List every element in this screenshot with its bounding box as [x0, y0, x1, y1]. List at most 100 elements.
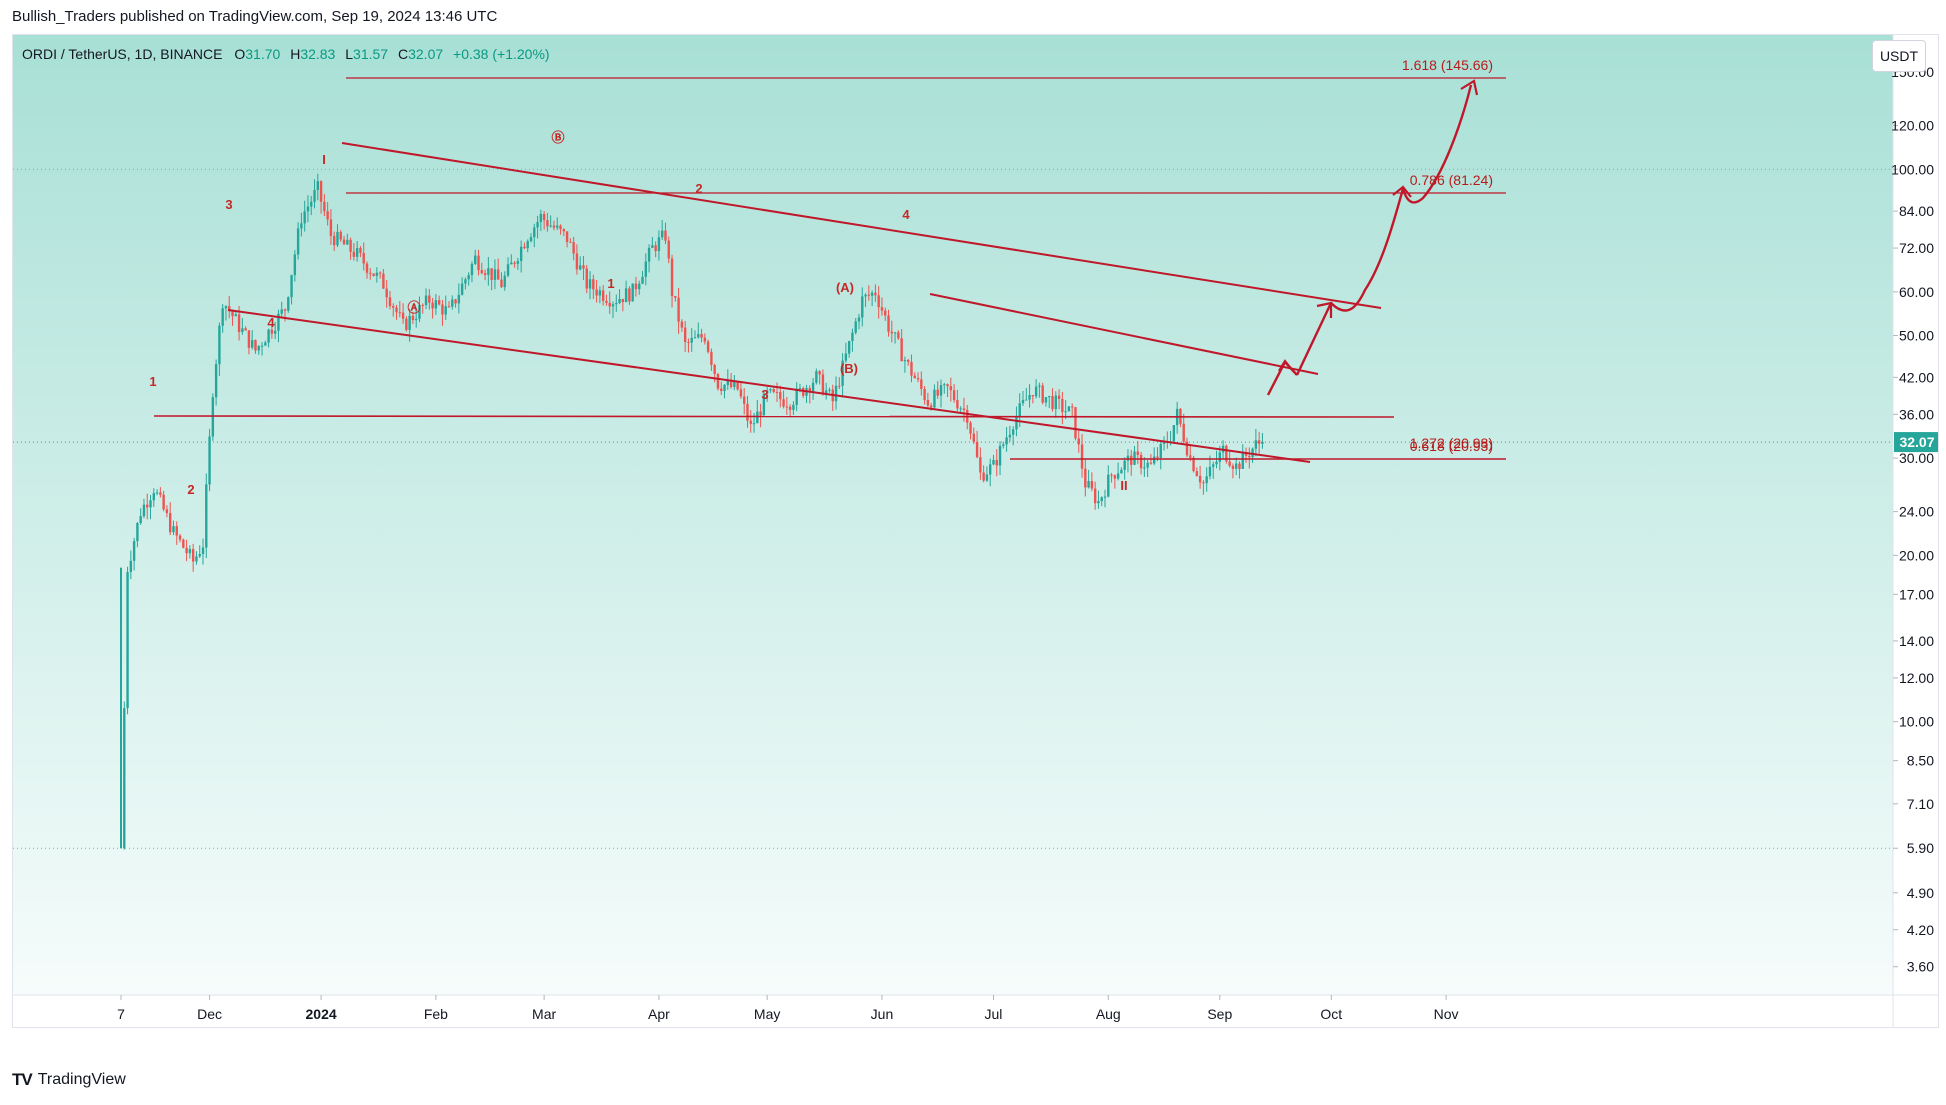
candle-body-104	[460, 283, 464, 295]
candle-body-188	[736, 381, 739, 390]
price-tick-5: 60.00	[1899, 284, 1934, 300]
candle-body-29	[214, 364, 218, 398]
candle-body-240	[907, 360, 910, 362]
candle-body-59	[313, 190, 316, 202]
fib-levels: 1.618 (145.66) 0.786 (81.24) 1.272 (20.98)…	[1402, 57, 1493, 454]
candle-body-277	[1028, 395, 1031, 400]
wave-label-2: 3	[225, 197, 232, 212]
candle-body-179	[706, 341, 710, 352]
candle-body-129	[542, 213, 546, 221]
price-tick-20: 4.20	[1907, 922, 1934, 938]
wave-label-5: Ⓐ	[407, 300, 420, 315]
candle-body-222	[847, 341, 851, 354]
candle-body-272	[1011, 429, 1015, 435]
candle-body-300	[1103, 496, 1107, 498]
candle-body-107	[470, 263, 474, 276]
candle-body-5	[136, 523, 139, 542]
candle-body-90	[415, 318, 418, 321]
candle-body-85	[398, 312, 401, 314]
candle-body-6	[139, 516, 142, 524]
price-tick-2: 100.00	[1891, 161, 1934, 177]
candle-body-295	[1087, 481, 1090, 488]
candle-body-302	[1110, 474, 1113, 476]
candle-body-148	[605, 300, 608, 303]
time-tick-4: Mar	[532, 1006, 556, 1022]
candle-body-2	[126, 572, 129, 709]
candle-body-165	[661, 230, 664, 238]
candles	[120, 173, 1264, 850]
candle-body-78	[375, 272, 379, 276]
candle-body-144	[592, 279, 595, 290]
candle-body-130	[546, 220, 549, 227]
candle-body-156	[631, 283, 634, 302]
candle-body-97	[437, 300, 441, 305]
price-tick-4: 72.00	[1899, 240, 1934, 256]
candle-body-133	[556, 225, 559, 228]
candle-body-310	[1136, 451, 1139, 455]
candle-body-52	[290, 275, 293, 298]
time-tick-7: Jun	[871, 1006, 894, 1022]
candle-body-55	[300, 223, 303, 229]
candle-body-132	[552, 225, 556, 228]
candle-body-16	[172, 526, 175, 533]
candle-body-256	[959, 408, 962, 410]
candle-body-191	[746, 403, 749, 421]
candle-body-37	[241, 328, 244, 333]
candle-body-126	[533, 227, 536, 238]
candle-body-333	[1212, 464, 1215, 467]
candle-body-17	[175, 526, 178, 536]
candle-body-98	[441, 304, 444, 315]
candle-body-301	[1107, 474, 1110, 497]
candle-body-306	[1123, 460, 1126, 470]
candle-body-81	[385, 288, 388, 298]
price-chart[interactable]: 1.618 (145.66) 0.786 (81.24) 1.272 (20.98)…	[13, 35, 1939, 1028]
candle-body-342	[1241, 451, 1244, 469]
candle-body-285	[1054, 395, 1057, 410]
candle-body-225	[857, 317, 861, 322]
channel-bottom-line	[227, 309, 1311, 463]
candle-body-249	[936, 389, 939, 396]
symbol-legend: ORDI / TetherUS, 1D, BINANCE O31.70 H32.…	[22, 46, 556, 62]
candle-body-18	[178, 535, 182, 540]
candle-body-259	[969, 422, 972, 434]
candle-body-83	[392, 306, 395, 308]
wave-label-10: 4	[902, 207, 910, 222]
candle-body-41	[254, 340, 257, 351]
time-tick-12: Nov	[1434, 1006, 1459, 1022]
candle-body-192	[749, 420, 752, 424]
fib-label-0: 1.618 (145.66)	[1402, 57, 1493, 73]
candle-body-257	[962, 408, 966, 410]
candle-body-22	[191, 549, 195, 562]
candle-body-314	[1149, 462, 1153, 464]
candle-body-227	[864, 294, 867, 297]
candle-body-311	[1139, 454, 1143, 469]
chart-pane[interactable]: 1.618 (145.66) 0.786 (81.24) 1.272 (20.98)…	[12, 34, 1939, 1028]
candle-body-154	[624, 288, 628, 303]
candle-body-36	[237, 314, 241, 333]
candle-body-190	[743, 396, 746, 404]
candle-body-181	[713, 364, 716, 374]
candle-body-193	[752, 423, 756, 425]
candle-body-167	[667, 240, 670, 259]
open-label: O	[234, 46, 246, 62]
candle-body-24	[198, 554, 201, 557]
candle-body-318	[1162, 441, 1166, 444]
support-line	[153, 415, 1395, 418]
candle-body-242	[913, 375, 916, 379]
candle-body-152	[618, 298, 621, 303]
candle-body-137	[569, 241, 572, 243]
currency-button[interactable]: USDT	[1872, 40, 1926, 72]
candle-body-267	[995, 459, 998, 466]
candle-body-99	[444, 306, 447, 315]
candle-body-116	[500, 279, 503, 288]
candle-body-105	[464, 279, 467, 284]
price-tick-3: 84.00	[1899, 203, 1934, 219]
tradingview-footer[interactable]: TV TradingView	[12, 1070, 126, 1090]
wave-label-6: Ⓑ	[551, 130, 564, 145]
price-tick-7: 42.00	[1899, 369, 1934, 385]
symbol-name[interactable]: ORDI / TetherUS, 1D, BINANCE	[22, 46, 223, 62]
candle-body-213	[818, 371, 821, 375]
wave-label-12: (B)	[840, 361, 858, 376]
candle-body-331	[1205, 476, 1208, 484]
candle-body-118	[506, 264, 510, 276]
